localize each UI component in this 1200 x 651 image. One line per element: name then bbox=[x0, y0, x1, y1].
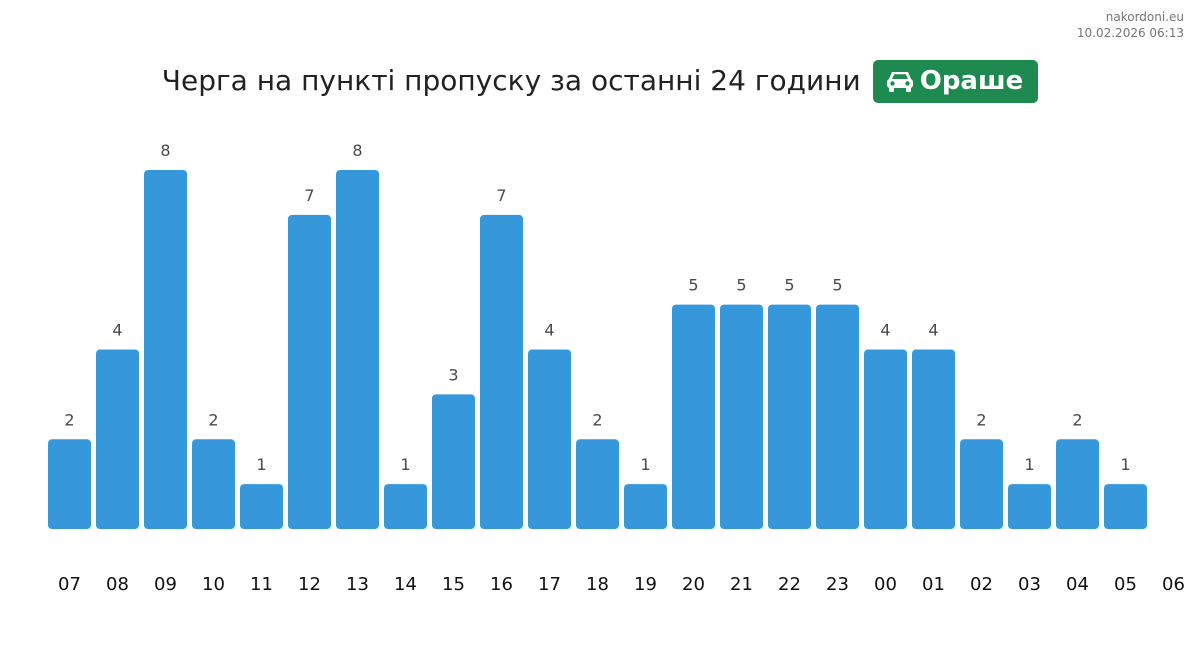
x-tick-23: 23 bbox=[826, 574, 849, 595]
x-tick-03: 03 bbox=[1018, 574, 1041, 595]
value-label-03: 1 bbox=[1024, 455, 1034, 474]
x-tick-05: 05 bbox=[1114, 574, 1137, 595]
value-label-20: 5 bbox=[688, 276, 698, 295]
x-tick-11: 11 bbox=[250, 574, 273, 595]
x-tick-16: 16 bbox=[490, 574, 513, 595]
site-info: nakordoni.eu 10.02.2026 06:13 bbox=[1077, 9, 1184, 41]
bar-07 bbox=[48, 439, 91, 529]
x-tick-07: 07 bbox=[58, 574, 81, 595]
value-label-18: 2 bbox=[592, 410, 602, 429]
x-tick-14: 14 bbox=[394, 574, 417, 595]
value-label-23: 5 bbox=[832, 276, 842, 295]
bar-10 bbox=[192, 439, 235, 529]
x-tick-22: 22 bbox=[778, 574, 801, 595]
bar-19 bbox=[624, 484, 667, 529]
bar-01 bbox=[912, 349, 955, 529]
timestamp: 10.02.2026 06:13 bbox=[1076, 26, 1184, 40]
x-tick-02: 02 bbox=[970, 574, 993, 595]
x-tick-04: 04 bbox=[1066, 574, 1089, 595]
bar-16 bbox=[480, 214, 523, 529]
x-tick-09: 09 bbox=[154, 574, 177, 595]
value-label-13: 8 bbox=[352, 141, 362, 160]
value-label-11: 1 bbox=[256, 455, 266, 474]
value-label-00: 4 bbox=[880, 321, 890, 340]
bar-15 bbox=[432, 394, 475, 529]
x-tick-13: 13 bbox=[346, 574, 369, 595]
x-tick-18: 18 bbox=[586, 574, 609, 595]
bar-08 bbox=[96, 349, 139, 529]
value-label-22: 5 bbox=[784, 276, 794, 295]
bar-04 bbox=[1056, 439, 1099, 529]
x-tick-06: 06 bbox=[1162, 574, 1185, 595]
bar-02 bbox=[960, 439, 1003, 529]
chart-title: Черга на пункті пропуску за останні 24 г… bbox=[161, 64, 861, 97]
value-label-01: 4 bbox=[928, 321, 938, 340]
x-tick-00: 00 bbox=[874, 574, 897, 595]
x-tick-17: 17 bbox=[538, 574, 561, 595]
value-label-09: 8 bbox=[160, 141, 170, 160]
value-label-12: 7 bbox=[304, 186, 314, 205]
badge-label: Ораше bbox=[919, 66, 1024, 96]
bar-00 bbox=[864, 349, 907, 529]
value-label-17: 4 bbox=[544, 321, 554, 340]
bar-21 bbox=[720, 304, 763, 529]
x-tick-10: 10 bbox=[202, 574, 225, 595]
value-label-19: 1 bbox=[640, 455, 650, 474]
value-label-04: 2 bbox=[1072, 410, 1082, 429]
car-icon bbox=[886, 72, 913, 92]
bar-17 bbox=[528, 349, 571, 529]
bar-20 bbox=[672, 304, 715, 529]
site-name: nakordoni.eu bbox=[1105, 10, 1184, 24]
x-tick-01: 01 bbox=[922, 574, 945, 595]
value-label-15: 3 bbox=[448, 365, 458, 384]
value-label-21: 5 bbox=[736, 276, 746, 295]
x-tick-20: 20 bbox=[682, 574, 705, 595]
bar-12 bbox=[288, 214, 331, 529]
bar-05 bbox=[1104, 484, 1147, 529]
bar-09 bbox=[144, 170, 187, 529]
bar-18 bbox=[576, 439, 619, 529]
checkpoint-badge: Ораше bbox=[872, 59, 1039, 103]
x-tick-19: 19 bbox=[634, 574, 657, 595]
value-label-07: 2 bbox=[64, 410, 74, 429]
title-row: Черга на пункті пропуску за останні 24 г… bbox=[0, 59, 1200, 103]
x-tick-12: 12 bbox=[298, 574, 321, 595]
x-tick-21: 21 bbox=[730, 574, 753, 595]
bar-03 bbox=[1008, 484, 1051, 529]
bar-11 bbox=[240, 484, 283, 529]
value-label-08: 4 bbox=[112, 321, 122, 340]
bar-13 bbox=[336, 170, 379, 529]
x-tick-15: 15 bbox=[442, 574, 465, 595]
value-label-14: 1 bbox=[400, 455, 410, 474]
bar-23 bbox=[816, 304, 859, 529]
value-label-05: 1 bbox=[1120, 455, 1130, 474]
x-tick-08: 08 bbox=[106, 574, 129, 595]
value-label-02: 2 bbox=[976, 410, 986, 429]
value-label-16: 7 bbox=[496, 186, 506, 205]
bar-14 bbox=[384, 484, 427, 529]
bar-22 bbox=[768, 304, 811, 529]
value-label-10: 2 bbox=[208, 410, 218, 429]
